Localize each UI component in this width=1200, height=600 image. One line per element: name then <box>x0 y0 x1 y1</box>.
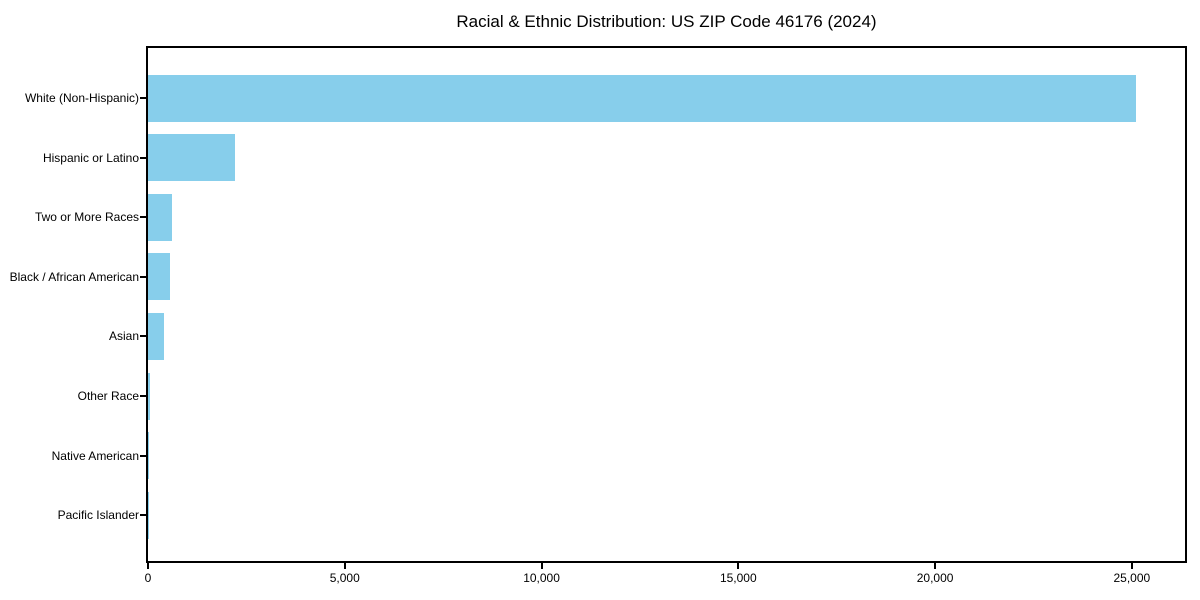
y-axis-label: White (Non-Hispanic) <box>24 91 139 105</box>
y-tick-mark <box>140 275 148 278</box>
bar-white-non-hispanic <box>148 74 1136 122</box>
y-axis-label: Hispanic or Latino <box>42 150 139 165</box>
x-axis-label: 5,000 <box>329 571 360 585</box>
y-tick-mark <box>140 335 148 338</box>
x-axis-label: 15,000 <box>719 571 757 585</box>
y-axis-label: Other Race <box>77 389 139 403</box>
y-tick-mark <box>140 454 148 457</box>
plot-area <box>146 46 1187 563</box>
bar-asian <box>148 312 164 360</box>
x-tick-mark <box>540 563 543 569</box>
bar-native-american <box>148 432 149 480</box>
y-tick-mark <box>140 97 148 99</box>
chart-title: Racial & Ethnic Distribution: US ZIP Cod… <box>456 12 877 31</box>
y-axis-label: Asian <box>108 329 139 344</box>
x-tick-mark <box>934 563 937 569</box>
y-axis-label: Black / African American <box>9 269 139 284</box>
y-axis-label: Pacific Islander <box>57 508 139 523</box>
y-tick-mark <box>140 216 148 219</box>
bar-other-race <box>148 372 150 420</box>
x-axis-label: 0 <box>144 571 152 585</box>
x-tick-mark <box>343 563 346 569</box>
x-axis-label: 25,000 <box>1113 571 1151 585</box>
x-tick-mark <box>147 563 149 569</box>
x-tick-mark <box>737 563 740 569</box>
x-tick-mark <box>1130 563 1133 569</box>
bar-black-african-american <box>148 253 171 301</box>
y-tick-mark <box>140 156 148 159</box>
x-axis-label: 20,000 <box>916 571 954 585</box>
x-axis-label: 10,000 <box>523 571 560 585</box>
y-tick-mark <box>140 514 148 517</box>
bar-hispanic-or-latino <box>148 134 235 182</box>
y-axis-label: Native American <box>51 448 139 463</box>
y-axis-label: Two or More Races <box>34 210 139 225</box>
y-tick-mark <box>140 395 148 397</box>
bar-two-or-more-races <box>148 193 172 241</box>
